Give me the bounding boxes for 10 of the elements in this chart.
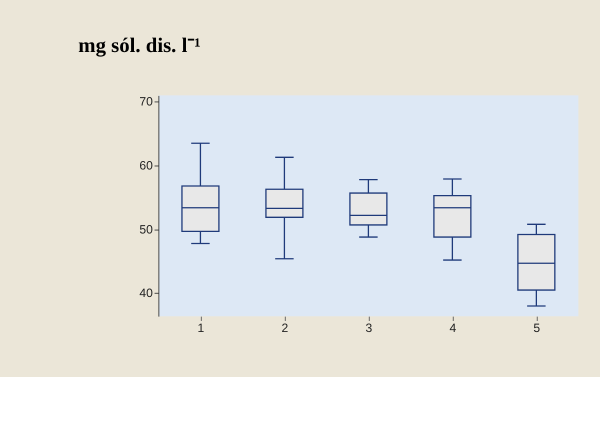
x-tick-label: 5 (533, 321, 540, 336)
x-tick-label: 4 (449, 321, 456, 336)
chart-title: mg sól. dis. l⁻¹ (78, 34, 201, 58)
y-tick-label: 70 (139, 94, 154, 109)
x-tick-label: 1 (197, 321, 204, 336)
y-tick-label: 40 (139, 286, 154, 300)
y-tick-label: 60 (139, 158, 154, 173)
x-tick-label: 3 (365, 321, 372, 336)
x-tick-label: 2 (281, 321, 288, 336)
y-tick-label: 50 (139, 222, 154, 236)
